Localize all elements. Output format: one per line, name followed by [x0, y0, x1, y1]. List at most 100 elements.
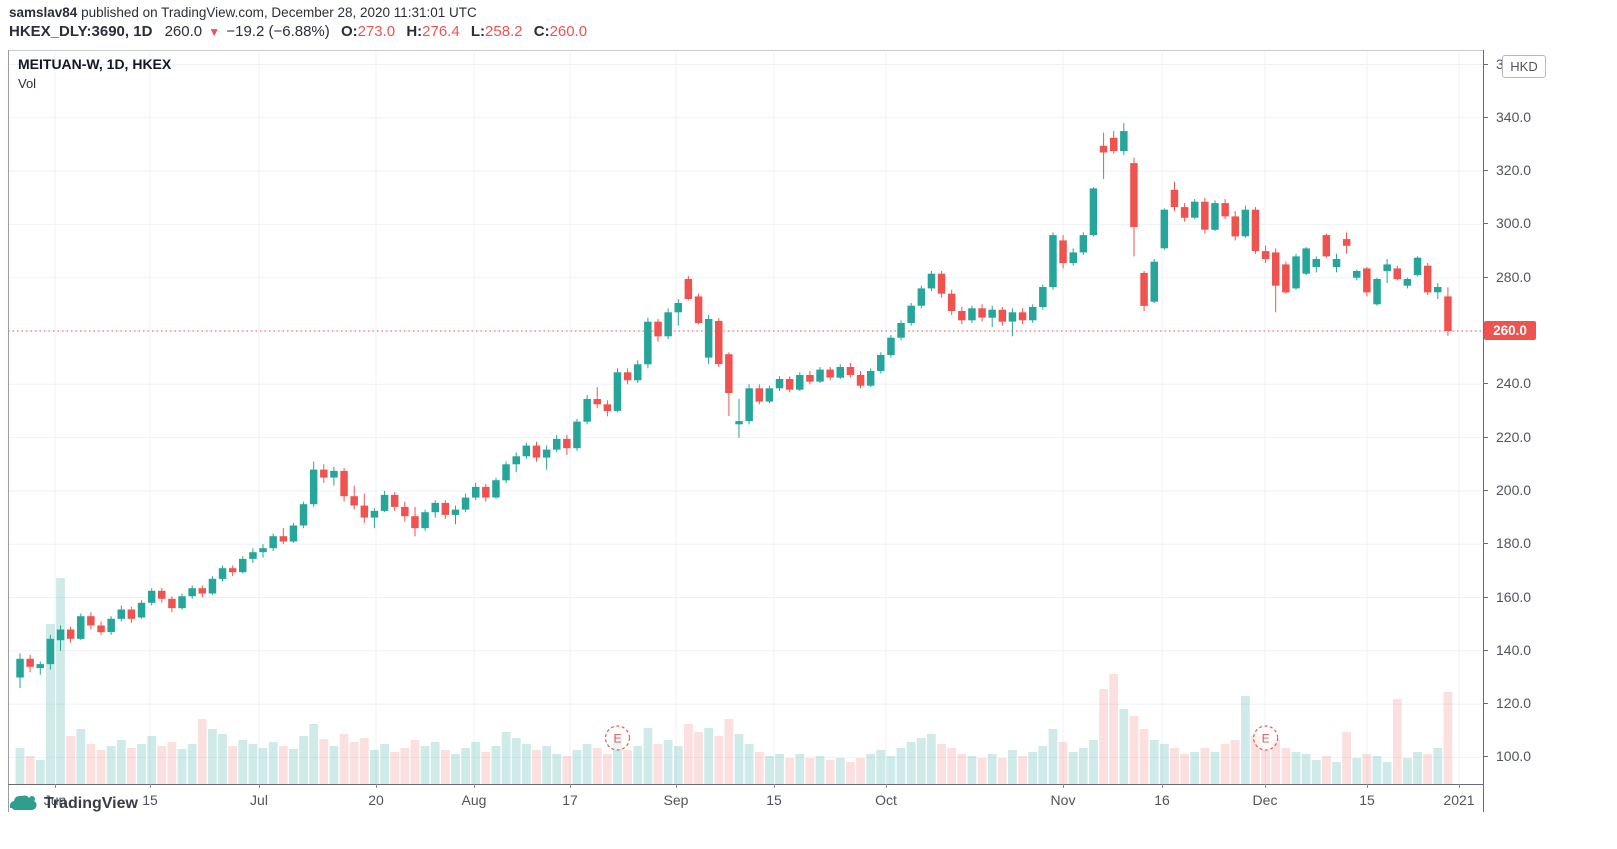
candle-body — [401, 506, 409, 517]
volume-bar — [1362, 754, 1372, 784]
volume-bar — [1180, 754, 1189, 784]
earnings-marker-icon[interactable] — [1253, 725, 1279, 751]
volume-bar — [491, 746, 501, 784]
candle-body — [56, 629, 65, 641]
price-tick-label: 140.0 — [1496, 641, 1532, 658]
candle-body — [583, 399, 591, 422]
byline: samslav84 published on TradingView.com, … — [9, 5, 477, 20]
volume-bar — [86, 744, 96, 784]
price-tick-mark — [1483, 649, 1488, 651]
candle-body — [745, 388, 753, 422]
volume-bar — [1382, 762, 1392, 784]
byline-text: published on TradingView.com, December 2… — [77, 5, 477, 20]
candle-body — [228, 568, 237, 573]
volume-bar — [734, 734, 744, 784]
candle-body — [806, 375, 814, 382]
candle-body — [785, 379, 794, 390]
tradingview-logo-icon[interactable] — [8, 792, 38, 816]
volume-bar — [623, 750, 632, 784]
volume-bar — [218, 734, 227, 784]
time-tick-mark — [1162, 784, 1163, 788]
candle-body — [623, 372, 632, 381]
high-value: 276.4 — [422, 23, 460, 40]
earnings-marker-icon[interactable] — [604, 725, 631, 751]
candle-body — [309, 469, 318, 505]
candle-body — [1251, 209, 1260, 251]
candle-body — [988, 309, 996, 318]
candle-body — [1393, 268, 1401, 280]
price-tick-label: 240.0 — [1496, 375, 1532, 392]
candle-body — [553, 438, 561, 450]
volume-bar — [522, 744, 531, 784]
plot-left-border — [8, 50, 9, 812]
candle-body — [512, 456, 520, 465]
time-tick-label: Jul — [250, 792, 268, 808]
volume-bar — [339, 734, 349, 784]
volume-bar — [451, 754, 460, 784]
price-tick-label: 320.0 — [1496, 162, 1532, 179]
candle-body — [1322, 235, 1331, 257]
candle-body — [765, 388, 774, 402]
currency-badge[interactable]: HKD — [1502, 55, 1546, 78]
candle-body — [917, 288, 926, 306]
candle-body — [897, 323, 905, 338]
candle-body — [634, 364, 642, 381]
price-axis-separator — [1483, 50, 1484, 812]
volume-bar — [1099, 689, 1108, 784]
candle-body — [796, 375, 804, 390]
price-tick-mark — [1483, 170, 1488, 172]
candle-body — [1211, 203, 1219, 230]
time-tick-mark — [55, 784, 56, 788]
time-tick-label: Oct — [875, 792, 897, 808]
author-link[interactable]: samslav84 — [9, 5, 78, 20]
candle-body — [836, 367, 844, 378]
volume-bar — [876, 750, 886, 784]
price-tick-label: 280.0 — [1496, 268, 1532, 285]
volume-bar — [754, 752, 764, 784]
volume-bar — [835, 758, 845, 784]
volume-bar — [96, 750, 106, 784]
candle-body — [117, 609, 125, 619]
candle-body — [694, 296, 703, 324]
time-tick-mark — [676, 784, 677, 788]
candle-body — [1413, 257, 1422, 275]
candle-body — [239, 558, 247, 573]
candle-body — [1373, 279, 1381, 305]
volume-bar — [15, 748, 25, 784]
chart-legend-title[interactable]: MEITUAN-W, 1D, HKEX — [18, 56, 172, 72]
candle-body — [360, 505, 369, 518]
candle-body — [1170, 189, 1179, 208]
volume-bar — [886, 756, 896, 784]
volume-bar — [329, 746, 339, 784]
volume-bar — [633, 746, 643, 784]
price-tick-mark — [1483, 383, 1488, 385]
candle-body — [563, 438, 571, 449]
candle-body — [97, 625, 105, 633]
candle-body — [725, 354, 733, 394]
candle-body — [1363, 268, 1371, 293]
time-axis[interactable]: Jun 15 Jul 20 Aug 17 Sep 15 Oct Nov 16 Dec 15 2021 — [0, 784, 1617, 814]
volume-bar — [1301, 754, 1311, 784]
candle-body — [1008, 312, 1017, 322]
candle-body — [472, 486, 480, 498]
volume-bar — [1271, 740, 1281, 784]
volume-indicator-label[interactable]: Vol — [18, 76, 37, 91]
volume-bar — [1170, 748, 1179, 784]
volume-bar — [1392, 699, 1402, 784]
candle-body — [1039, 287, 1047, 307]
candle-body — [1059, 240, 1067, 264]
candle-body — [1231, 216, 1239, 237]
volume-bar — [1281, 748, 1291, 784]
price-axis[interactable]: 100.0 120.0 140.0 160.0 180.0 200.0 220.0 240.0… — [1483, 50, 1617, 784]
price-tick-mark — [1483, 703, 1488, 705]
volume-bar — [66, 736, 75, 784]
time-tick-label: 15 — [766, 792, 782, 808]
candle-body — [340, 470, 348, 497]
time-tick-label: Nov — [1050, 792, 1076, 808]
earnings-marker-letter: E — [1262, 732, 1270, 746]
brand-name[interactable]: TradingView — [44, 795, 138, 812]
volume-bar — [481, 752, 491, 784]
candle-body — [1029, 307, 1037, 321]
